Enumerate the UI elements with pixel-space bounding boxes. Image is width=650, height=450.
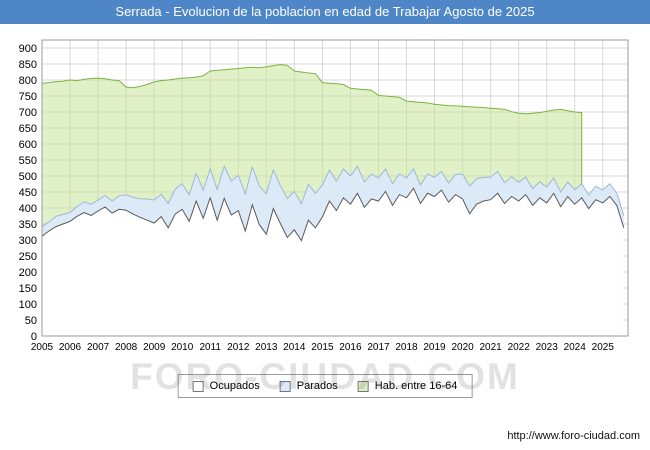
svg-text:200: 200 bbox=[19, 267, 37, 279]
svg-text:0: 0 bbox=[31, 331, 37, 343]
svg-text:700: 700 bbox=[19, 107, 37, 119]
svg-text:2005: 2005 bbox=[31, 342, 54, 353]
y-axis-labels: 0 50 100 150 200 250 300 350 400 450 500 550 600 650 7… bbox=[19, 43, 37, 343]
foro-ciudad-link[interactable]: http://www.foro-ciudad.com bbox=[507, 430, 640, 442]
series-ocupados bbox=[41, 187, 625, 336]
svg-text:2006: 2006 bbox=[59, 342, 82, 353]
svg-text:850: 850 bbox=[19, 59, 37, 71]
legend-swatch-ocupados-icon bbox=[192, 380, 204, 392]
svg-text:150: 150 bbox=[19, 283, 37, 295]
legend-item-ocupados: Ocupados bbox=[192, 380, 260, 392]
legend-label-hab-16-64: Hab. entre 16-64 bbox=[374, 380, 458, 392]
population-evolution-chart: 0 50 100 150 200 250 300 350 400 450 500 550 600 650 7… bbox=[19, 39, 629, 353]
svg-text:2021: 2021 bbox=[479, 342, 502, 353]
svg-text:250: 250 bbox=[19, 251, 37, 263]
svg-text:350: 350 bbox=[19, 219, 37, 231]
svg-text:100: 100 bbox=[19, 299, 37, 311]
svg-text:2011: 2011 bbox=[199, 342, 221, 353]
svg-text:750: 750 bbox=[19, 91, 37, 103]
chart-area: 0 50 100 150 200 250 300 350 400 450 500 550 600 650 7… bbox=[0, 24, 650, 360]
legend-item-parados: Parados bbox=[279, 380, 338, 392]
svg-text:650: 650 bbox=[19, 123, 37, 135]
svg-text:900: 900 bbox=[19, 43, 37, 55]
legend-swatch-hab-icon bbox=[357, 380, 369, 392]
legend-label-parados: Parados bbox=[296, 380, 338, 392]
svg-text:2024: 2024 bbox=[564, 342, 587, 353]
svg-text:600: 600 bbox=[19, 139, 37, 151]
legend: Ocupados Parados Hab. entre 16-64 bbox=[177, 374, 473, 398]
svg-text:2010: 2010 bbox=[171, 342, 194, 353]
svg-text:2019: 2019 bbox=[423, 342, 446, 353]
svg-text:50: 50 bbox=[25, 315, 37, 327]
x-axis-labels: 2005 2006 2007 2008 2009 2010 2011 2012 2013 2014… bbox=[31, 342, 614, 353]
svg-text:550: 550 bbox=[19, 155, 37, 167]
svg-text:2008: 2008 bbox=[115, 342, 138, 353]
svg-text:2012: 2012 bbox=[227, 342, 250, 353]
svg-text:400: 400 bbox=[19, 203, 37, 215]
svg-text:2018: 2018 bbox=[395, 342, 418, 353]
svg-text:500: 500 bbox=[19, 171, 37, 183]
legend-label-ocupados: Ocupados bbox=[209, 380, 260, 392]
svg-text:2014: 2014 bbox=[283, 342, 306, 353]
svg-text:2025: 2025 bbox=[592, 342, 615, 353]
svg-text:2022: 2022 bbox=[508, 342, 531, 353]
svg-text:450: 450 bbox=[19, 187, 37, 199]
legend-item-hab-16-64: Hab. entre 16-64 bbox=[357, 380, 458, 392]
svg-text:2017: 2017 bbox=[367, 342, 390, 353]
svg-text:2009: 2009 bbox=[143, 342, 166, 353]
svg-text:2015: 2015 bbox=[311, 342, 334, 353]
svg-text:2016: 2016 bbox=[339, 342, 362, 353]
svg-text:2013: 2013 bbox=[255, 342, 278, 353]
svg-text:300: 300 bbox=[19, 235, 37, 247]
title-bar: Serrada - Evolucion de la poblacion en e… bbox=[0, 0, 650, 24]
legend-swatch-parados-icon bbox=[279, 380, 291, 392]
svg-text:2007: 2007 bbox=[87, 342, 110, 353]
svg-text:2020: 2020 bbox=[451, 342, 474, 353]
svg-text:800: 800 bbox=[19, 75, 37, 87]
svg-text:2023: 2023 bbox=[536, 342, 559, 353]
